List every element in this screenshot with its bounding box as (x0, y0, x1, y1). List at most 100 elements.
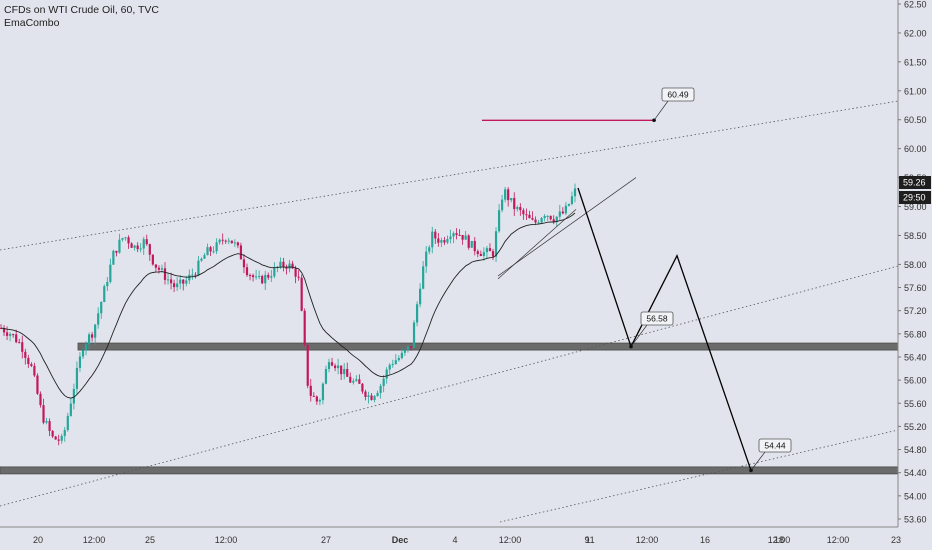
support-zone-lower[interactable] (0, 466, 899, 475)
candle-body (428, 247, 431, 252)
candle-body (376, 392, 379, 397)
candle-body (279, 261, 282, 267)
candle-body (75, 367, 79, 389)
callout-leader (630, 324, 648, 347)
candle-body (203, 255, 206, 259)
candle-body (206, 247, 209, 256)
candle-body (57, 439, 60, 441)
candle-body (412, 322, 416, 348)
candle-body (443, 240, 446, 243)
candle-body (136, 245, 139, 250)
candle-body (431, 231, 434, 248)
candle-body (94, 324, 97, 338)
candle-body (109, 264, 112, 282)
candle-body (218, 239, 221, 243)
time-tick-label: 12:00 (215, 535, 238, 545)
candle-body (12, 334, 15, 336)
candle-body (440, 240, 443, 243)
time-tick-label: 4 (452, 535, 457, 545)
candle-body (501, 199, 504, 211)
time-tick-label: 16 (700, 535, 710, 545)
time-tick-label: 18 (774, 535, 784, 545)
candle-body (151, 254, 154, 265)
candle-body (9, 334, 12, 336)
candle-body (522, 210, 525, 215)
candle-body (330, 362, 334, 366)
candle-body (461, 235, 464, 240)
candle-body (388, 364, 391, 370)
candle-body (106, 281, 109, 287)
price-axis[interactable] (898, 0, 932, 550)
candle-body (312, 395, 315, 397)
candle-body (15, 334, 18, 343)
support-zone-upper[interactable] (77, 342, 899, 351)
candle-body (364, 391, 367, 397)
candle-body (248, 275, 252, 277)
candle-body (145, 239, 148, 245)
candle-body (33, 365, 36, 376)
time-tick-label: 27 (321, 535, 331, 545)
candle-body (449, 236, 452, 240)
callout-anchor (749, 468, 753, 473)
candle-body (422, 266, 425, 289)
candle-body (169, 279, 173, 284)
candle-body (425, 251, 428, 267)
candle-body (215, 242, 218, 252)
candle-body (370, 395, 373, 401)
candle-body (166, 279, 170, 281)
price-tick-label: 54.80 (904, 445, 927, 455)
candle-body (212, 251, 215, 253)
candle-body (337, 365, 340, 369)
indicator-name: EmaCombo (4, 17, 60, 29)
candle-body (458, 234, 461, 236)
time-tick-label: 12:00 (499, 535, 522, 545)
candle-body (385, 369, 388, 379)
candle-body (21, 342, 24, 352)
callout-anchor (652, 118, 656, 123)
callout-leader (750, 451, 766, 471)
candle-body (315, 396, 318, 402)
candle-body (84, 344, 88, 351)
candle-body (264, 274, 267, 284)
candle-body (69, 403, 72, 416)
candle-body (251, 275, 255, 278)
candle-body (321, 383, 325, 401)
wedge-line-lower[interactable] (497, 209, 577, 280)
candle-body (343, 368, 346, 375)
callout-target-box[interactable] (661, 87, 695, 102)
candle-body (324, 369, 328, 384)
candle-body (236, 242, 239, 246)
projection-path[interactable] (577, 187, 752, 471)
candle-body (497, 210, 501, 232)
candle-body (66, 415, 69, 430)
candle-body (124, 237, 127, 239)
callout-support-1-box[interactable] (640, 311, 674, 326)
candle-body (227, 240, 230, 242)
candle-body (267, 274, 270, 278)
channel-line-2[interactable] (0, 265, 899, 507)
candle-body (473, 240, 476, 252)
candle-body (567, 204, 571, 206)
candle-body (409, 346, 413, 348)
candle-body (382, 378, 385, 386)
candle-body (300, 277, 303, 311)
candle-body (91, 334, 94, 338)
channel-line-3[interactable] (499, 429, 899, 523)
candle-body (543, 215, 546, 218)
candle-body (63, 429, 66, 436)
price-tick-label: 57.20 (904, 306, 927, 316)
price-tick-label: 54.40 (904, 468, 927, 478)
price-tick-label: 59.00 (904, 202, 927, 212)
candle-body (558, 211, 561, 217)
price-tick-label: 55.60 (904, 399, 927, 409)
candle-body (406, 346, 410, 350)
candle-body (415, 304, 419, 323)
wedge-line-upper[interactable] (497, 177, 637, 277)
price-tick-label: 62.50 (904, 0, 927, 10)
candle-body (306, 344, 309, 386)
candle-body (245, 267, 249, 276)
candle-body (27, 357, 30, 365)
candle-body (148, 244, 151, 255)
callout-support-2-box[interactable] (758, 438, 792, 453)
